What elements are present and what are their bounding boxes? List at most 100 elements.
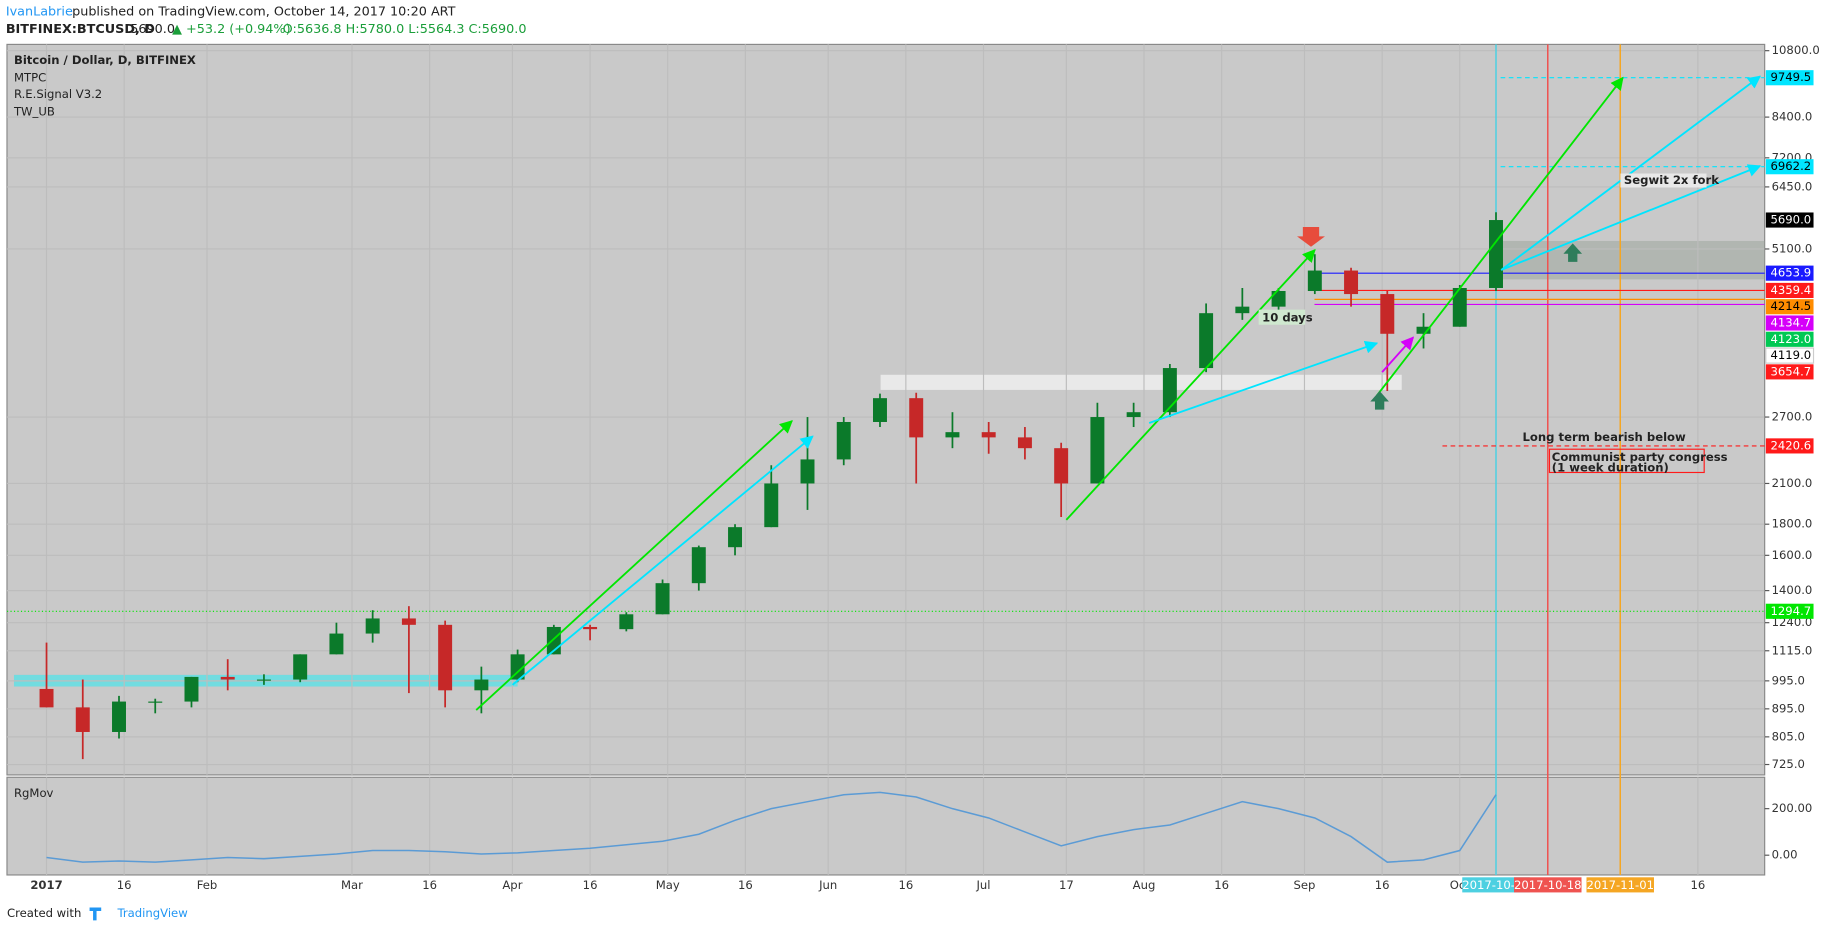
y-tick-label: 1115.0: [1772, 643, 1813, 657]
candle-body: [220, 676, 235, 680]
candle-body: [39, 688, 54, 708]
sell-signal: [1297, 227, 1325, 247]
y-tick-label: 2100.0: [1772, 476, 1813, 490]
trend-arrow: [1500, 75, 1762, 271]
candle-body: [1090, 417, 1105, 484]
trend-arrow: [1500, 164, 1762, 271]
candle-body: [583, 626, 598, 630]
x-tick-label: Aug: [1133, 878, 1156, 892]
y-tick-label: 895.0: [1772, 701, 1805, 715]
candle-body: [184, 676, 199, 702]
y-tick-label: 10800.0: [1772, 43, 1820, 57]
candle-body: [1054, 448, 1069, 484]
price-label-bg: [1765, 212, 1814, 228]
candle-body: [438, 624, 453, 691]
event-label: 2017-10-08: [1462, 878, 1530, 892]
candle-body: [872, 398, 887, 422]
candle-body: [1344, 270, 1359, 295]
x-tick-label: Feb: [197, 878, 218, 892]
symbol: BITFINEX:BTCUSD, D: [6, 22, 155, 37]
price-label: 1294.7: [1770, 604, 1811, 618]
price-label: 4359.4: [1770, 283, 1811, 297]
candle-body: [329, 633, 344, 655]
price-label: 3654.7: [1770, 364, 1811, 378]
x-tick-label: 16: [738, 878, 753, 892]
y-tick-label: 1400.0: [1772, 583, 1813, 597]
candle-body: [1199, 313, 1214, 369]
annotation: Long term bearish below: [1522, 430, 1686, 444]
x-tick-label: Jun: [818, 878, 837, 892]
x-tick-label: Apr: [502, 878, 522, 892]
candle-body: [1416, 326, 1431, 334]
indicator-pane: [6, 776, 1766, 876]
price-label: 2420.6: [1770, 438, 1811, 452]
price-label-bg: [1765, 603, 1814, 619]
candle-body: [510, 654, 525, 680]
annotation: Segwit 2x fork: [1624, 173, 1719, 187]
candle-body: [293, 654, 308, 680]
change: ▲ +53.2 (+0.94%): [172, 22, 290, 37]
x-tick-label: Sep: [1294, 878, 1316, 892]
y-tick-label: 8400.0: [1772, 110, 1813, 124]
candle-body: [728, 527, 743, 548]
y-tick-label: 0.00: [1772, 848, 1798, 862]
buy-signal: [1370, 391, 1389, 410]
price-label-bg: [1765, 70, 1814, 86]
published: published on TradingView.com, October 14…: [72, 4, 456, 19]
trend-arrow: [1148, 340, 1379, 424]
buy-signal: [1563, 243, 1583, 262]
trend-arrow: [511, 435, 814, 686]
candle-body: [1126, 412, 1141, 418]
price-label-bg: [1765, 159, 1814, 175]
x-tick-label: 16: [898, 878, 913, 892]
price-label: 4214.5: [1770, 299, 1811, 313]
price-label: 4653.9: [1770, 266, 1811, 280]
annotation: Communist party congress: [1552, 450, 1728, 464]
x-tick-label: 2017: [30, 878, 62, 892]
x-tick-label: Mar: [341, 878, 363, 892]
price-label-bg: [1765, 299, 1814, 315]
price-label: 6962.2: [1770, 159, 1811, 173]
annotation: (1 week duration): [1552, 460, 1669, 474]
x-tick-label: 16: [1214, 878, 1229, 892]
footer-brand[interactable]: TradingView: [116, 906, 188, 920]
x-tick-label: 17: [1059, 878, 1074, 892]
candle-body: [112, 701, 126, 732]
y-tick-label: 805.0: [1772, 729, 1805, 743]
candle-body: [1162, 368, 1177, 413]
x-tick-label: 16: [1690, 878, 1705, 892]
event-label-bg: [1586, 877, 1654, 893]
candle-body: [1380, 294, 1395, 334]
candle-body: [365, 618, 380, 634]
price-label-bg: [1765, 265, 1814, 281]
legend-study: MTPC: [14, 71, 46, 85]
logo: [89, 907, 102, 921]
price-label-bg: [1765, 282, 1814, 298]
candle-body: [945, 432, 960, 438]
candle-body: [909, 398, 924, 438]
candle-body: [1452, 287, 1467, 327]
y-tick-label: 5100.0: [1772, 241, 1813, 255]
legend-symbol: Bitcoin / Dollar, D, BITFINEX: [14, 53, 196, 67]
candle-body: [764, 483, 779, 528]
candle-body: [401, 618, 416, 625]
candle-body: [256, 679, 271, 681]
x-tick-label: Jul: [975, 878, 990, 892]
price-label: 4123.0: [1770, 332, 1811, 346]
x-tick-label: 16: [422, 878, 437, 892]
indicator-line: [46, 791, 1497, 863]
x-tick-label: 16: [583, 878, 598, 892]
candle-body: [75, 707, 90, 732]
event-label: 2017-10-18: [1514, 878, 1582, 892]
annotation-box: [1548, 448, 1705, 474]
event-label-bg: [1514, 877, 1582, 893]
author[interactable]: IvanLabrie: [6, 4, 73, 19]
legend-study: TW_UB: [13, 104, 55, 118]
price-label-bg: [1765, 347, 1815, 364]
candle-body: [148, 701, 163, 703]
candle-body: [836, 421, 851, 460]
candle-body: [1489, 220, 1503, 288]
price-label: 9749.5: [1770, 70, 1811, 84]
y-tick-label: 995.0: [1772, 673, 1805, 687]
event-label: 2017-11-01: [1586, 878, 1654, 892]
